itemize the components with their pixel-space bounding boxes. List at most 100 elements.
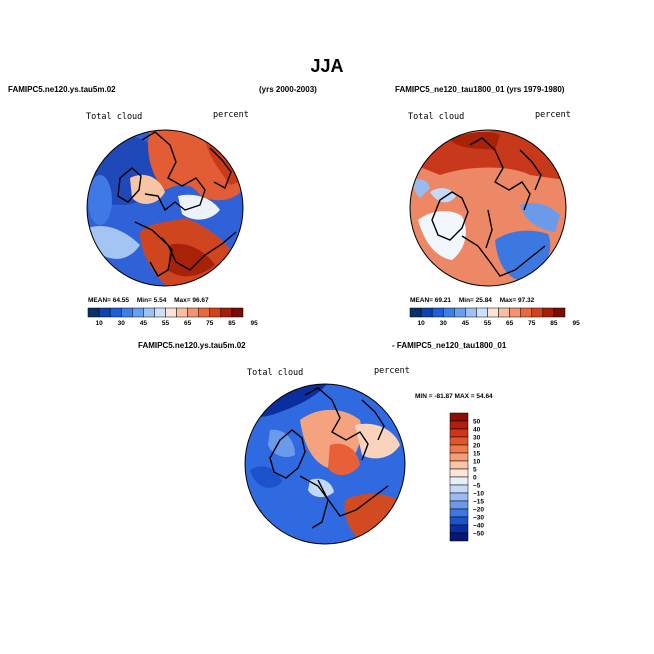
colorbar-2-tick-label: 45 xyxy=(462,320,470,327)
colorbar-1-box xyxy=(176,307,188,318)
colorbar-2-tick-label: 95 xyxy=(572,320,580,327)
colorbar-1-tick-label: 85 xyxy=(228,320,236,327)
colorbar-3-tick-label: 0 xyxy=(473,475,477,482)
panel2-mean-label: MEAN= xyxy=(410,297,433,304)
colorbar-2-box xyxy=(442,307,455,318)
colorbar-3-tick-label: −5 xyxy=(473,483,481,490)
colorbar-2-box xyxy=(531,307,544,318)
colorbar-2-tick-label: 65 xyxy=(506,320,514,327)
colorbar-3-box xyxy=(449,444,469,454)
colorbar-3-box xyxy=(449,420,469,430)
panel3-case-name-right: - FAMIPC5_ne120_tau1800_01 xyxy=(392,341,507,350)
colorbar-3-tick-label: 15 xyxy=(473,451,481,458)
colorbar-1-box xyxy=(87,307,100,318)
colorbar-3-box xyxy=(449,492,469,502)
map3-coastlines xyxy=(269,387,389,529)
colorbar-2-box xyxy=(409,307,422,318)
colorbar-1-tick-label: 65 xyxy=(184,320,192,327)
map2 xyxy=(409,129,567,287)
colorbar-2-tick-label: 55 xyxy=(484,320,492,327)
panel2-units-label: percent xyxy=(535,110,571,120)
colorbar-1-box xyxy=(165,307,177,318)
panel1-years: (yrs 2000-2003) xyxy=(259,85,317,94)
colorbar-2-tick-label: 10 xyxy=(417,320,425,327)
colorbar-1-tick-label: 30 xyxy=(118,320,126,327)
colorbar-3-tick-label: 20 xyxy=(473,443,481,450)
panel1-min-label: Min= xyxy=(136,297,152,304)
colorbar-3-box xyxy=(449,516,469,526)
colorbar-1-box xyxy=(220,307,233,318)
colorbar-1-box xyxy=(209,307,222,318)
colorbar-3-box xyxy=(449,484,469,494)
colorbar-1-box xyxy=(120,307,133,318)
colorbar-3-tick-label: −15 xyxy=(473,499,484,506)
colorbar-1-box xyxy=(132,307,144,318)
panel2-min: 25.84 xyxy=(475,297,492,304)
colorbar-1-box xyxy=(231,307,244,318)
colorbar-2-box xyxy=(476,307,488,318)
colorbar-3-box xyxy=(449,436,469,446)
panel1-max-label: Max= xyxy=(174,297,191,304)
map1-coastlines xyxy=(117,131,237,277)
map1 xyxy=(86,129,244,287)
colorbar-3-tick-label: 30 xyxy=(473,435,481,442)
colorbar-2-box xyxy=(420,307,433,318)
colorbar-3-box xyxy=(449,428,469,438)
colorbar-2-box xyxy=(454,307,466,318)
colorbar-3-box xyxy=(449,460,469,470)
panel1-stats: MEAN= 64.55 Min= 5.54 Max= 96.67 xyxy=(88,297,209,304)
colorbar-3-tick-label: −50 xyxy=(473,531,484,538)
colorbar-2-box xyxy=(498,307,510,318)
panel1-min: 5.54 xyxy=(153,297,167,304)
colorbar-2-box xyxy=(487,307,499,318)
colorbar-3-tick-label: −30 xyxy=(473,515,484,522)
panel1-case-name: FAMIPC5.ne120.ys.tau5m.02 xyxy=(8,85,116,94)
panel2-max-label: Max= xyxy=(499,297,517,304)
colorbar-3-tick-label: 50 xyxy=(473,419,481,426)
colorbar-1: 10 30 45 55 65 75 85 95 xyxy=(87,307,258,327)
panel1-mean-label: MEAN= xyxy=(88,297,111,304)
colorbar-3-tick-label: 40 xyxy=(473,427,481,434)
colorbar-1-tick-label: 55 xyxy=(162,320,170,327)
colorbar-2-box xyxy=(509,307,521,318)
colorbar-1-box xyxy=(154,307,166,318)
colorbar-3-box xyxy=(449,532,469,542)
panel3-units-label: percent xyxy=(374,366,410,376)
colorbar-2-tick-label: 75 xyxy=(528,320,536,327)
colorbar-2-tick-label: 30 xyxy=(440,320,448,327)
colorbar-2-tick-label: 85 xyxy=(550,320,558,327)
colorbar-1-tick-label: 75 xyxy=(206,320,214,327)
panel2-variable-label: Total cloud xyxy=(408,112,465,122)
map2-coastlines xyxy=(431,137,546,277)
panel2-mean: 69.21 xyxy=(434,297,452,304)
panel1-mean: 64.55 xyxy=(112,297,130,304)
panel1-max: 96.67 xyxy=(192,297,209,304)
colorbar-3-tick-label: 10 xyxy=(473,459,481,466)
colorbar-1-box xyxy=(198,307,211,318)
colorbar-3-box xyxy=(449,500,469,510)
colorbar-3-box xyxy=(449,524,469,534)
colorbar-3-tick-label: −40 xyxy=(473,523,484,530)
colorbar-3-box xyxy=(449,508,469,518)
colorbar-3-tick-label: −20 xyxy=(473,507,484,514)
main-title: JJA xyxy=(310,56,344,76)
colorbar-2-box xyxy=(431,307,444,318)
colorbar-2-box xyxy=(553,307,566,318)
colorbar-3-box xyxy=(449,452,469,462)
colorbar-3-box xyxy=(449,468,469,478)
colorbar-1-tick-label: 45 xyxy=(140,320,148,327)
panel2-max: 97.32 xyxy=(518,297,535,304)
panel2-case-name: FAMIPC5_ne120_tau1800_01 (yrs 1979-1980) xyxy=(395,85,565,94)
panel3-variable-label: Total cloud xyxy=(247,368,304,378)
colorbar-3-box xyxy=(449,412,469,422)
colorbar-2: 10 30 45 55 65 75 85 95 xyxy=(409,307,580,327)
colorbar-3-tick-label: −10 xyxy=(473,491,484,498)
colorbar-3-tick-label: 5 xyxy=(473,467,477,474)
panel3-minmax: MIN = -81.87 MAX = 54.64 xyxy=(415,393,493,400)
colorbar-2-box xyxy=(520,307,533,318)
map3 xyxy=(244,383,406,545)
colorbar-1-box xyxy=(109,307,122,318)
colorbar-1-tick-label: 95 xyxy=(250,320,258,327)
colorbar-1-box xyxy=(98,307,111,318)
